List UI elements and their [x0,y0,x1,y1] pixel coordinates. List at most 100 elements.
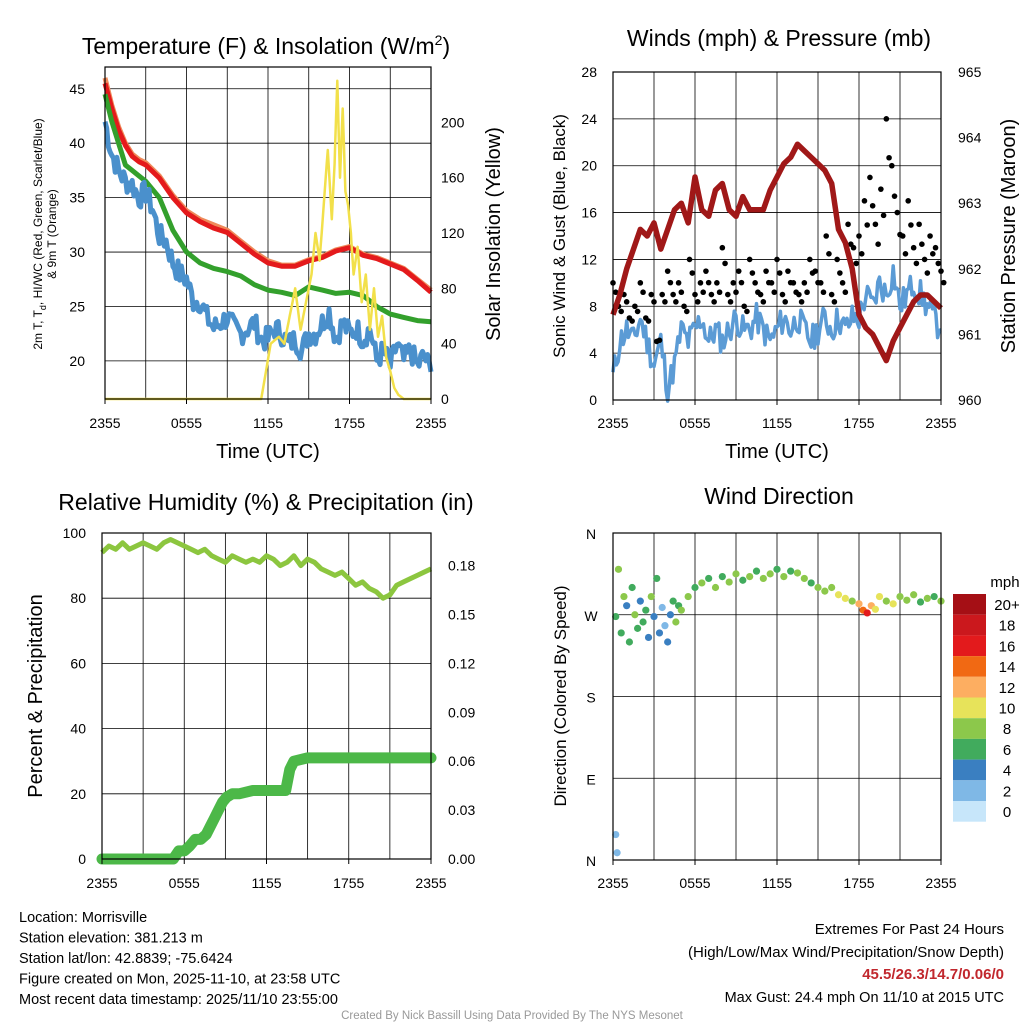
gust-point [618,308,624,315]
gust-point [741,303,747,310]
y-axis-label-sub: d [38,305,48,310]
legend-label: 10 [999,701,1016,718]
legend-swatch [953,594,986,615]
y2-tick-label: 960 [958,392,982,408]
gust-point [686,256,693,263]
gust-point [817,280,824,286]
gust-point [919,241,925,247]
gust-point [670,291,676,298]
gust-point [856,233,862,239]
y-axis-label: 2m T, Td, HI/WC (Red, Green, Scarlet/Blu… [31,118,59,349]
gust-point [656,337,663,344]
y2-tick-label: 80 [441,280,457,296]
gust-point [891,193,898,199]
y-tick-label: 4 [589,345,597,361]
gust-point [648,291,655,298]
gust-point [845,221,851,228]
chart-title: Relative Humidity (%) & Precipitation (i… [58,489,473,515]
gust-point [823,233,829,239]
gust-point [853,260,860,267]
y2-tick-label: 0.06 [448,753,475,769]
extremes-max-gust: Max Gust: 24.4 mph On 11/10 at 2015 UTC [725,990,1004,1006]
y-tick-label: 0 [589,392,597,408]
gust-point [705,279,712,286]
legend-swatch [953,718,986,739]
direction-point [653,574,661,583]
direction-point [800,574,808,583]
y-axis-label-rest: , HI/WC (Red, Green, Scarlet/Blue) [31,118,45,305]
legend-swatch [953,759,986,781]
y2-tick-label: 0.12 [448,655,475,671]
gust-point [692,291,698,298]
direction-point [672,618,680,626]
legend-swatch [953,656,986,677]
gust-point [812,268,819,274]
legend-title: mph [990,574,1019,591]
direction-point [628,583,636,592]
gust-point [634,308,641,315]
gust-point [763,268,769,274]
y-tick-label: 20 [70,786,86,802]
y-tick-label: W [584,608,598,624]
y2-tick-label: 962 [958,261,982,277]
y-tick-label: 24 [581,111,597,127]
gust-point [872,221,879,228]
gust-point [790,280,797,286]
direction-point [787,567,795,575]
humidity-line [100,537,433,601]
gust-point [804,289,810,296]
gust-point [880,212,887,219]
y-tick-label: 40 [69,135,85,151]
direction-point [875,592,884,601]
gust-point [632,303,638,310]
gust-point [820,289,827,296]
gust-point [703,268,709,274]
direction-point [634,624,642,632]
legend-label: 18 [999,618,1016,635]
gust-point [725,291,731,298]
x-tick-label: 1155 [762,875,792,891]
legend-label: 2 [1003,783,1011,800]
direction-point [612,830,620,839]
y2-tick-label: 0 [441,391,449,407]
direction-point [841,594,849,603]
gust-point [708,291,715,298]
legend-swatch [953,780,986,801]
extremes-block: Extremes For Past 24 Hours (High/Low/Max … [688,921,1004,1006]
gust-point [932,244,939,251]
info-created: Figure created on Mon, 2025-11-10, at 23… [19,972,340,988]
chart-title: Winds (mph) & Pressure (mb) [627,25,931,51]
gust-point [785,268,791,274]
direction-point [930,592,938,601]
gust-point [673,299,679,305]
info-latlon: Station lat/lon: 42.8839; -75.6424 [19,951,233,967]
gust-point [858,251,865,257]
gust-point [782,299,788,305]
temperature-series-line [105,79,431,401]
y2-tick-label: 0.15 [448,607,475,623]
gust-point [828,291,835,298]
direction-point [614,565,623,573]
legend-label: 4 [1003,763,1011,780]
direction-point [677,606,685,614]
x-tick-label: 2355 [925,875,956,891]
direction-point [705,574,713,583]
gust-point [776,270,783,276]
direction-point [698,579,706,587]
y-tick-label: 12 [581,251,597,267]
x-tick-label: 1755 [843,875,874,891]
x-tick-label: 0555 [171,415,202,431]
y2-axis-label: Station Pressure (Maroon) [998,119,1020,354]
y-tick-label: 60 [70,655,86,671]
y-tick-label: 0 [78,851,86,867]
gust-point [623,299,630,305]
direction-point [903,596,911,604]
y2-tick-label: 0.09 [448,704,475,720]
x-tick-label: 2355 [415,875,446,891]
chart-title: Temperature (F) & Insolation (W/m2) [82,32,450,59]
gust-point [940,279,947,286]
y-tick-label: 20 [581,158,597,174]
gust-point [651,299,657,305]
x-tick-label: 1755 [334,415,365,431]
